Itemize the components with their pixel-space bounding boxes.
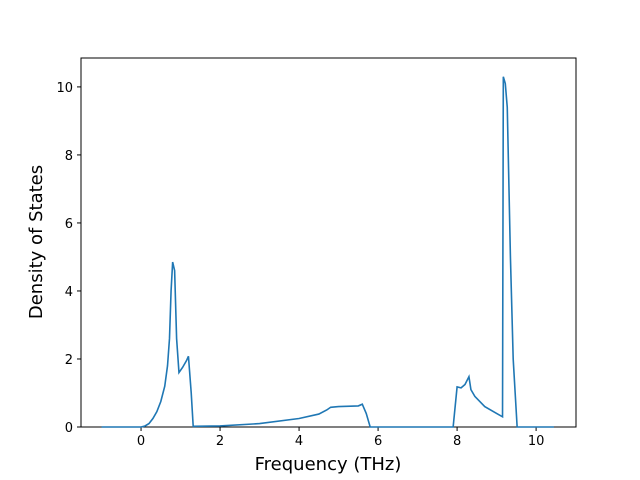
y-tick-label: 0 — [65, 421, 73, 436]
y-tick-label: 8 — [65, 149, 73, 164]
y-tick-label: 10 — [56, 81, 73, 96]
y-tick-label: 4 — [65, 285, 73, 300]
plot-frame — [80, 57, 577, 428]
x-tick-label: 2 — [216, 434, 224, 449]
x-tick-label: 10 — [528, 434, 545, 449]
x-tick-label: 0 — [137, 434, 145, 449]
y-tick-label: 6 — [65, 217, 73, 232]
y-tick-label: 2 — [65, 353, 73, 368]
line-series — [101, 76, 554, 428]
x-tick-label: 6 — [374, 434, 382, 449]
y-axis-label: Density of States — [26, 165, 47, 319]
x-axis-label: Frequency (THz) — [255, 454, 402, 475]
x-tick-label: 4 — [295, 434, 303, 449]
x-tick-label: 8 — [453, 434, 461, 449]
